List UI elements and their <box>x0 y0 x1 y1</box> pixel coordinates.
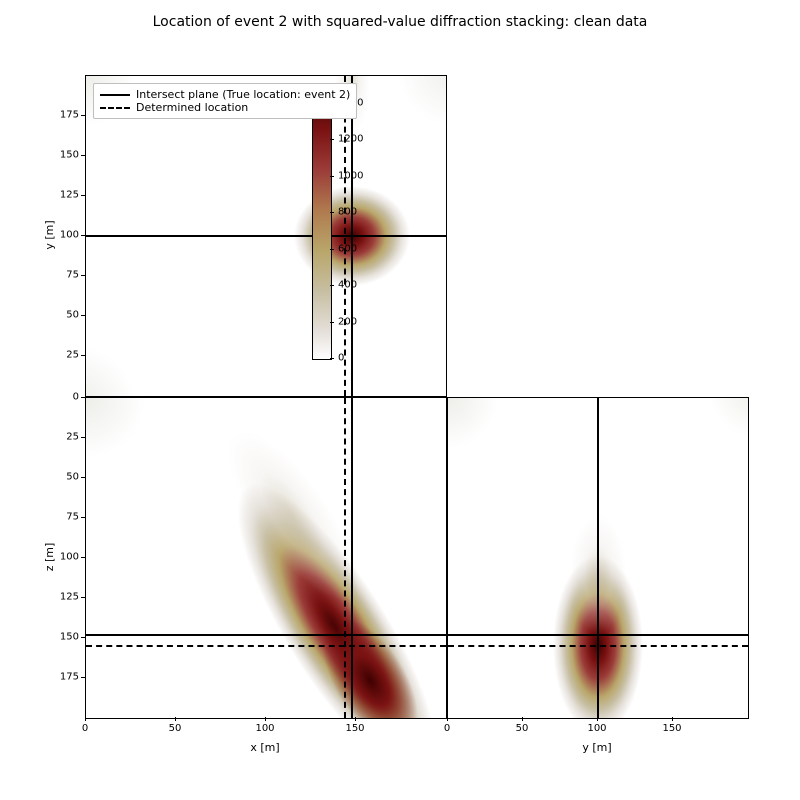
panel-xy <box>85 75 447 397</box>
legend-line-solid-icon <box>100 94 130 96</box>
panel-yz <box>447 397 749 719</box>
legend: Intersect plane (True location: event 2)… <box>93 83 357 119</box>
panel-xz <box>85 397 447 719</box>
legend-row-true: Intersect plane (True location: event 2) <box>100 88 350 101</box>
figure-title: Location of event 2 with squared-value d… <box>0 14 800 30</box>
colorbar <box>312 88 332 360</box>
legend-line-dashed-icon <box>100 107 130 109</box>
legend-determined-label: Determined location <box>136 101 248 114</box>
figure: Location of event 2 with squared-value d… <box>0 0 800 800</box>
xz-ylabel: z [m] <box>43 543 56 572</box>
xz-xlabel: x [m] <box>85 741 445 754</box>
legend-row-determined: Determined location <box>100 101 350 114</box>
yz-xlabel: y [m] <box>447 741 747 754</box>
xy-ylabel: y [m] <box>43 220 56 249</box>
legend-true-label: Intersect plane (True location: event 2) <box>136 88 350 101</box>
